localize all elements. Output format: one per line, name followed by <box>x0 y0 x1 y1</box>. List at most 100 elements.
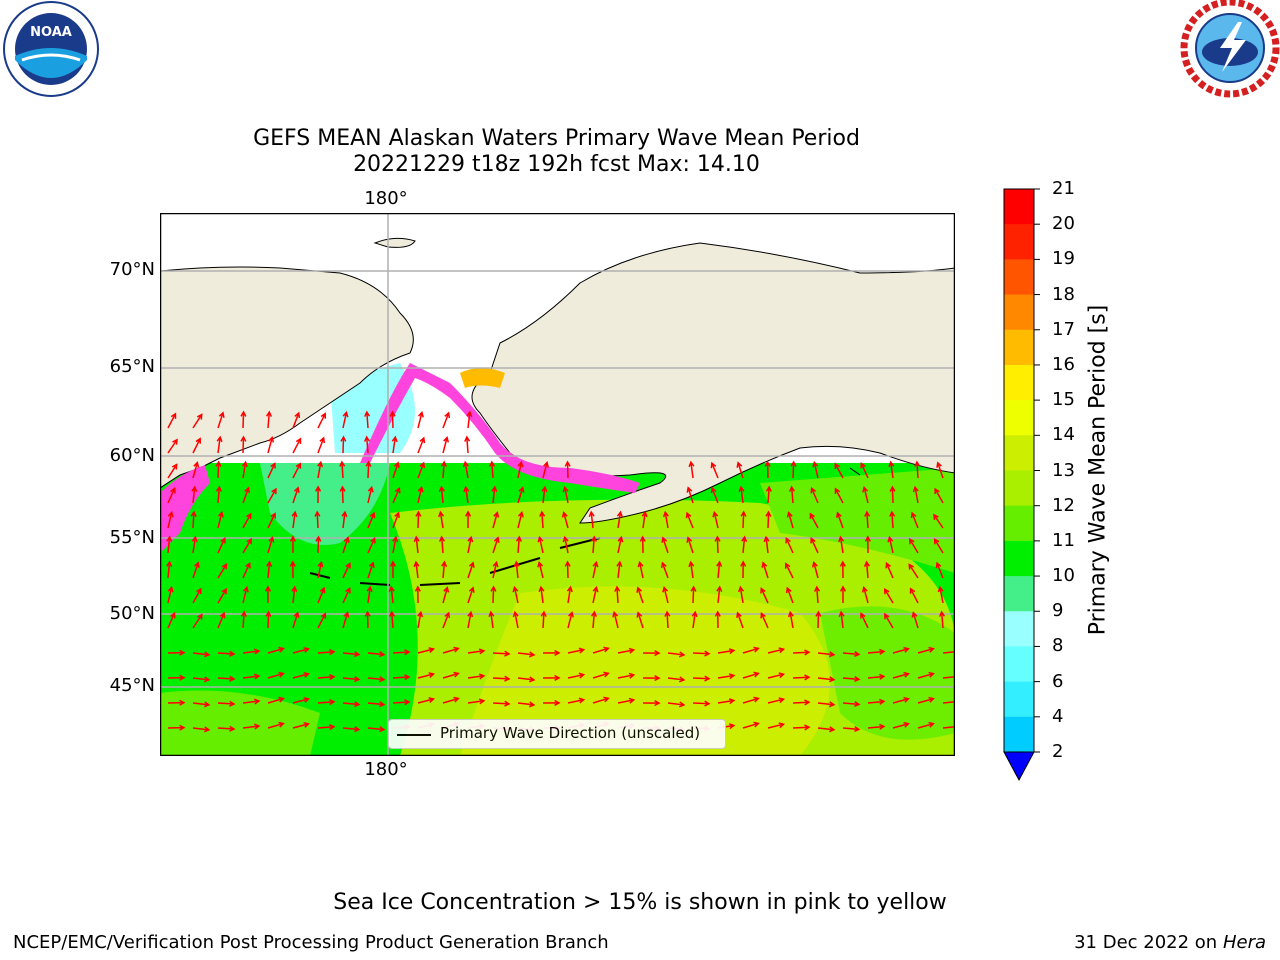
wave-arrow-head <box>834 462 840 469</box>
chart-subtitle: 20221229 t18z 192h fcst Max: 14.10 <box>353 152 760 177</box>
wave-arrow-head <box>379 651 386 658</box>
wave-arrow <box>167 464 178 479</box>
wave-arrow-head <box>329 649 336 656</box>
wave-arrow-head <box>170 611 176 619</box>
wave-arrow <box>442 461 445 479</box>
wave-arrow-head <box>790 460 797 467</box>
wave-arrow <box>613 612 619 629</box>
wave-arrow <box>934 538 944 554</box>
wave-arrow-head <box>603 646 610 653</box>
wave-arrow <box>813 562 819 579</box>
wave-arrow <box>617 512 622 529</box>
wave-arrow <box>713 512 719 529</box>
wave-arrow <box>467 537 472 554</box>
wave-arrow <box>367 652 384 656</box>
wave-arrow <box>491 461 494 479</box>
wave-arrow <box>592 697 609 704</box>
wave-arrow-head <box>428 647 436 653</box>
wave-arrow-head <box>265 410 273 417</box>
wave-arrow-head <box>219 611 226 619</box>
wave-arrow-head <box>614 585 621 592</box>
wave-arrow-head <box>490 585 497 592</box>
wave-arrow-head <box>404 674 411 681</box>
wave-arrow-head <box>528 676 536 683</box>
wave-arrow <box>740 487 744 504</box>
wave-arrow <box>341 486 344 504</box>
wave-arrow <box>737 462 744 479</box>
wave-arrow-head <box>379 676 386 683</box>
wave-arrow-head <box>253 723 261 730</box>
wave-arrow <box>567 648 584 654</box>
wave-arrow-head <box>364 610 371 617</box>
wave-arrow-head <box>203 676 211 683</box>
wave-arrow-head <box>879 648 886 655</box>
wave-arrow-head <box>889 485 896 492</box>
wave-arrow-head <box>753 721 760 728</box>
wave-arrow-head <box>339 460 346 467</box>
wave-arrow-head <box>167 510 174 518</box>
wave-arrow-head <box>515 535 523 542</box>
wave-arrow-head <box>760 611 766 619</box>
wave-arrow <box>192 702 209 706</box>
legend-label: Primary Wave Direction (unscaled) <box>440 724 701 742</box>
wave-arrow-head <box>464 435 471 442</box>
wave-arrow-head <box>191 535 198 543</box>
wave-arrow <box>292 612 299 629</box>
wave-arrow-head <box>171 463 178 470</box>
wave-arrow-head <box>379 726 386 733</box>
wave-arrow <box>514 612 519 629</box>
wave-arrow-head <box>603 671 610 678</box>
wave-arrow <box>792 461 795 479</box>
wave-arrow <box>292 673 309 679</box>
wave-arrow-head <box>685 511 692 519</box>
wave-arrow-head <box>392 535 399 543</box>
wave-arrow <box>467 650 484 654</box>
wave-arrow-head <box>654 700 661 707</box>
wave-arrow-head <box>365 460 372 467</box>
wave-arrow <box>192 511 195 529</box>
wave-arrow-head <box>166 560 173 567</box>
wave-arrow <box>767 648 784 654</box>
wave-arrow <box>392 512 400 529</box>
wave-arrow-head <box>315 485 322 492</box>
wave-arrow <box>367 727 384 731</box>
wave-arrow <box>442 587 449 604</box>
wave-arrow <box>367 562 374 579</box>
wave-arrow-head <box>179 649 186 656</box>
wave-arrow <box>417 648 434 654</box>
wave-arrow <box>242 700 259 704</box>
wave-arrow-head <box>467 610 474 618</box>
wave-arrow <box>940 611 944 629</box>
wave-arrow-head <box>933 513 939 520</box>
wave-arrow <box>911 512 919 529</box>
colorbar-tick-label: 16 <box>1052 353 1075 375</box>
wave-arrow-head <box>478 673 486 680</box>
wave-arrow <box>492 586 495 604</box>
wave-arrow-head <box>453 671 460 678</box>
wave-arrow <box>739 587 744 604</box>
wave-arrow <box>742 647 759 654</box>
wave-arrow <box>661 562 669 579</box>
wave-arrow <box>617 649 634 654</box>
wave-arrow-head <box>588 510 595 518</box>
wave-arrow-head <box>578 697 586 704</box>
wave-arrow-head <box>369 511 376 519</box>
wave-arrow <box>692 652 710 655</box>
wave-arrow <box>538 537 544 554</box>
wave-arrow-head <box>928 671 935 678</box>
wave-arrow-head <box>266 560 273 567</box>
wave-arrow <box>515 562 519 579</box>
wave-arrow <box>692 677 710 680</box>
wave-arrow <box>242 725 259 729</box>
wave-arrow <box>342 677 360 681</box>
wave-arrow <box>942 675 955 679</box>
wave-arrow <box>217 486 221 504</box>
wave-arrow <box>492 537 499 554</box>
wave-arrow-head <box>578 672 586 679</box>
wave-arrow <box>267 411 271 429</box>
wave-arrow-head <box>193 461 200 468</box>
wave-arrow-head <box>417 485 424 493</box>
colorbar-tick-label: 12 <box>1052 494 1075 516</box>
wave-arrow <box>767 486 770 504</box>
wave-arrow <box>689 562 694 579</box>
